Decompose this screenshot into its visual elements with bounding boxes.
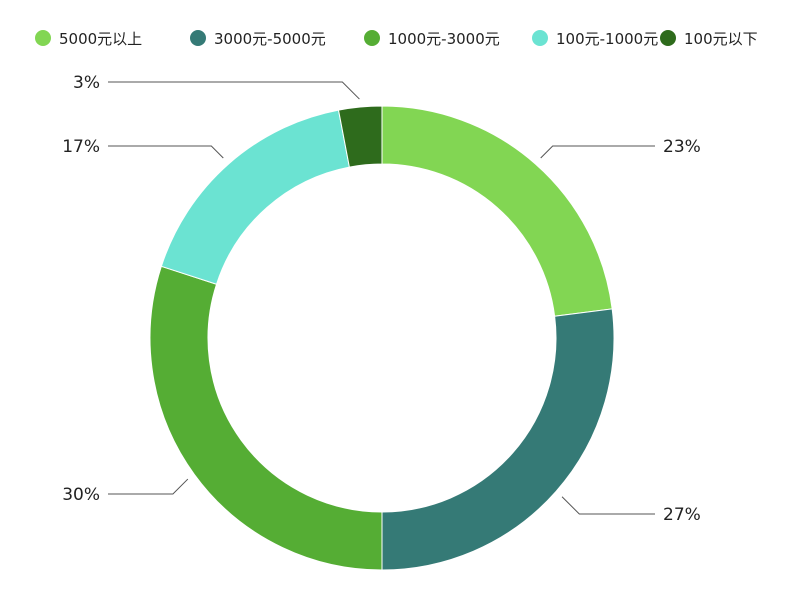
legend-item[interactable]: 1000元-3000元 — [364, 30, 500, 48]
slice-percent-label: 3% — [73, 73, 100, 93]
donut-slice[interactable] — [381, 105, 613, 317]
leader-line — [108, 81, 360, 100]
legend-item[interactable]: 5000元以上 — [35, 30, 142, 48]
label-leader-lines — [108, 81, 655, 515]
legend-swatch — [35, 30, 51, 46]
legend-swatch — [364, 30, 380, 46]
donut-slices — [149, 105, 615, 571]
legend-item[interactable]: 100元以下 — [660, 30, 758, 48]
slice-percent-label: 17% — [62, 137, 100, 157]
legend-item[interactable]: 100元-1000元 — [532, 30, 658, 48]
donut-slice[interactable] — [337, 105, 383, 168]
legend-label: 100元以下 — [684, 30, 758, 48]
slice-labels: 23% 27% 30% 17% 3% — [62, 73, 701, 525]
leader-line — [108, 478, 189, 495]
donut-slice[interactable] — [160, 109, 350, 285]
leader-line — [108, 145, 224, 159]
legend-label: 3000元-5000元 — [214, 30, 326, 48]
slice-percent-label: 27% — [663, 505, 701, 525]
legend-swatch — [660, 30, 676, 46]
legend-label: 1000元-3000元 — [388, 30, 500, 48]
donut-slice[interactable] — [149, 265, 383, 571]
legend-item[interactable]: 3000元-5000元 — [190, 30, 326, 48]
slice-percent-label: 23% — [663, 137, 701, 157]
chart-legend: 5000元以上 3000元-5000元 1000元-3000元 100元-1000元 1… — [35, 30, 758, 48]
legend-swatch — [190, 30, 206, 46]
donut-slice[interactable] — [381, 308, 615, 571]
leader-line — [561, 496, 655, 515]
legend-swatch — [532, 30, 548, 46]
legend-label: 100元-1000元 — [556, 30, 658, 48]
leader-line — [540, 145, 655, 159]
slice-percent-label: 30% — [62, 485, 100, 505]
legend-label: 5000元以上 — [59, 30, 142, 48]
